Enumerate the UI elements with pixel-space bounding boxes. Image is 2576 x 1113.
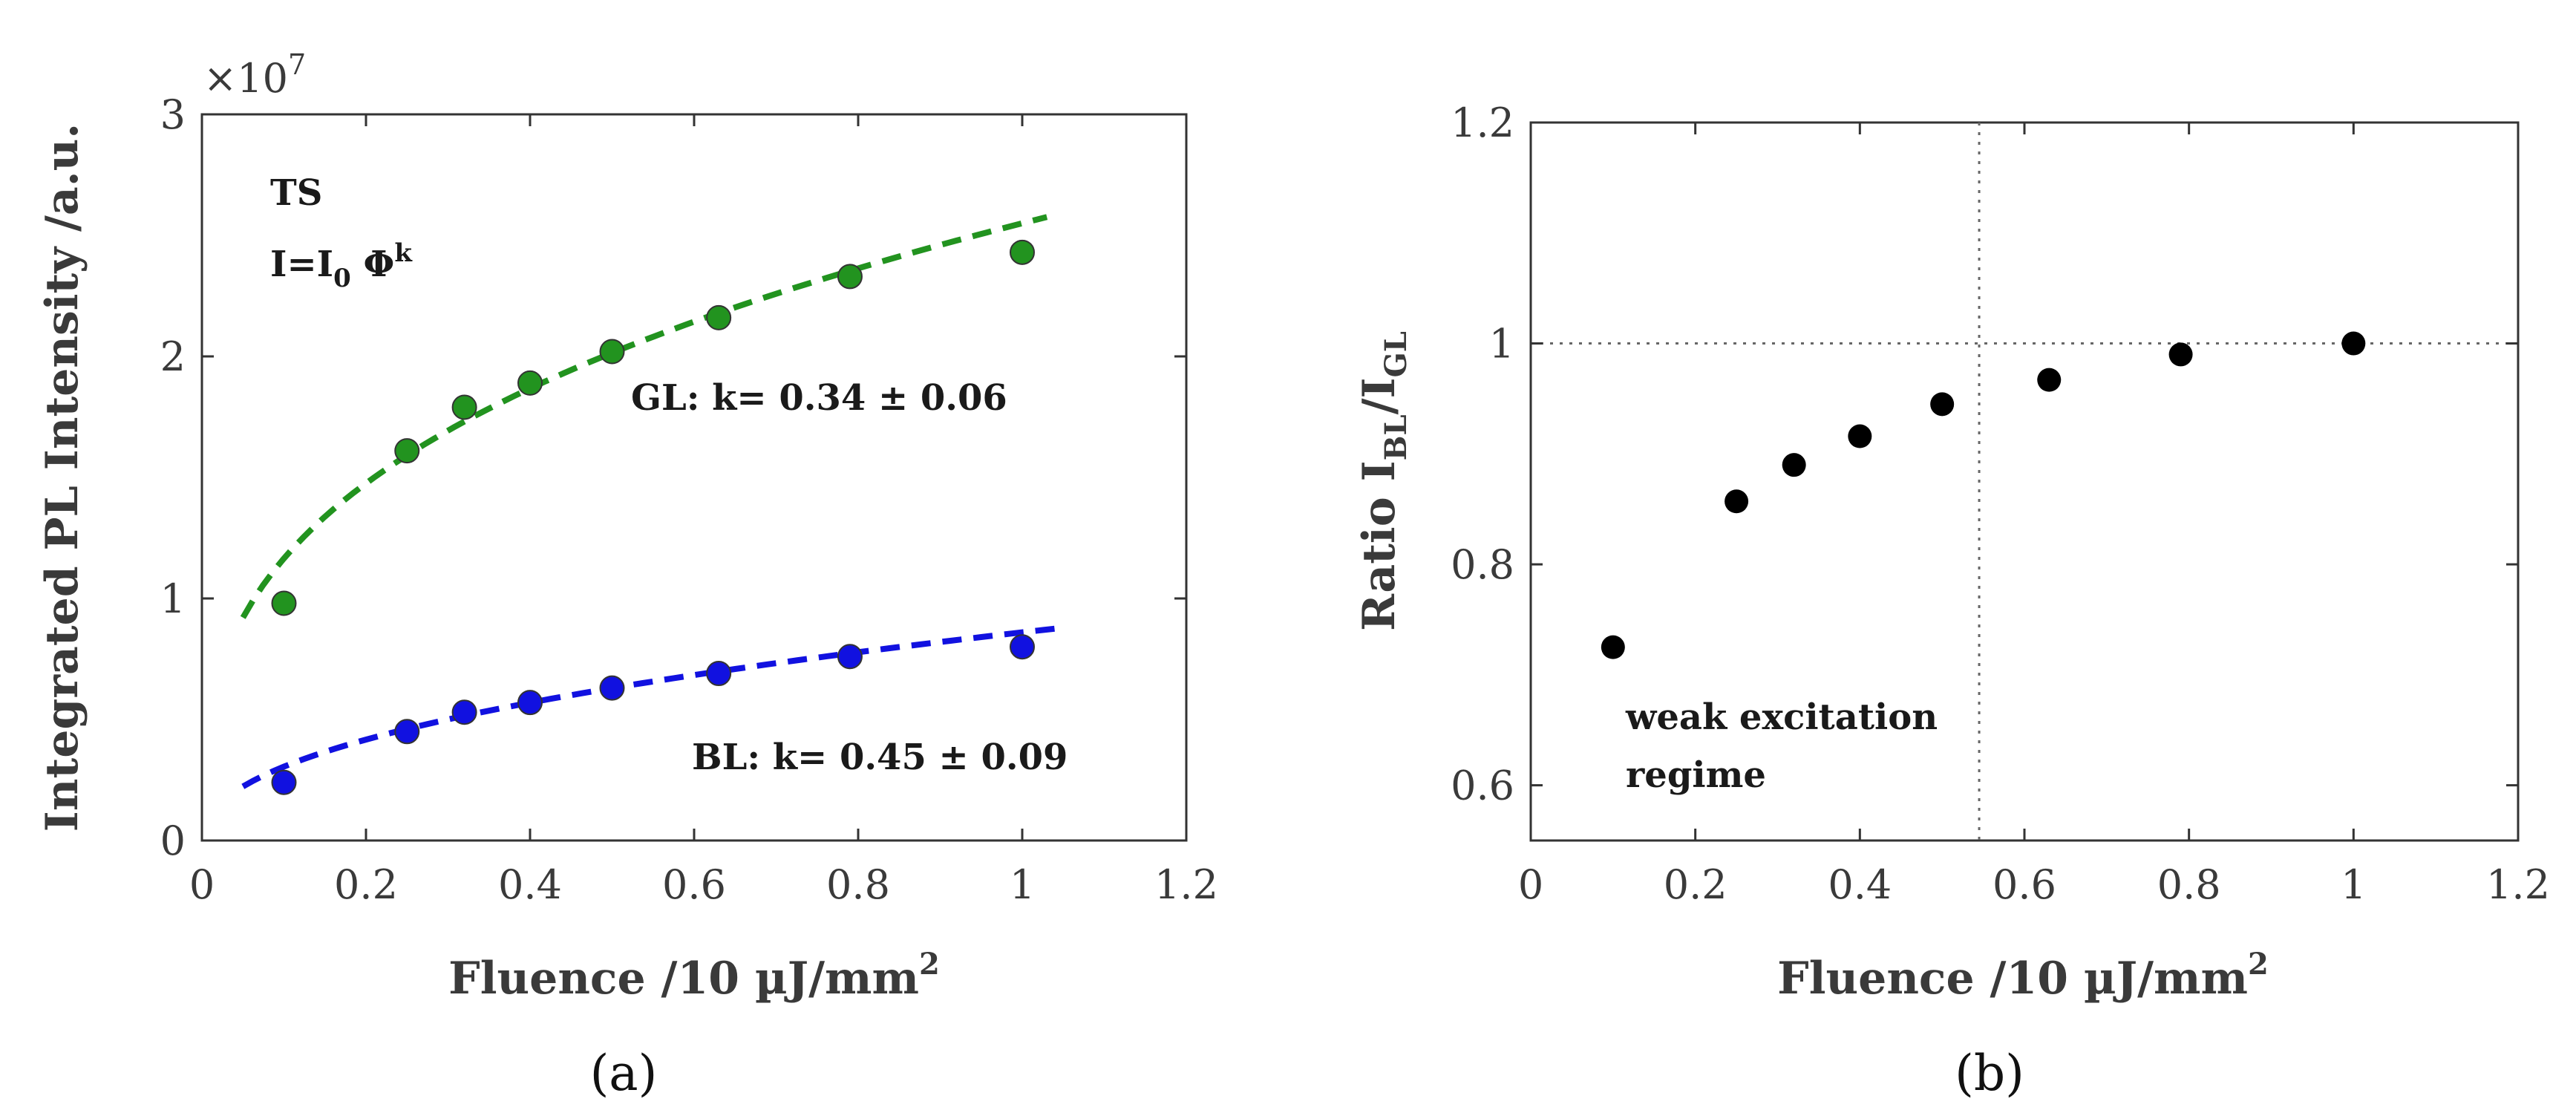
data-point-bl xyxy=(706,661,732,687)
data-point-gl xyxy=(271,590,297,616)
data-point-bl xyxy=(599,675,625,701)
data-point-bl xyxy=(394,719,420,745)
data-point-ratio xyxy=(2341,331,2366,356)
data-point-bl xyxy=(837,644,863,670)
a-y-tick-label: 0 xyxy=(160,817,186,864)
a-x-tick-label: 1 xyxy=(1010,861,1035,908)
data-point-ratio xyxy=(1848,424,1872,448)
b-x-tick-label: 1.2 xyxy=(2486,861,2550,908)
b-y-tick-label: 1 xyxy=(1489,321,1514,368)
data-point-bl xyxy=(451,699,477,725)
fit-curves-a xyxy=(240,214,1064,789)
data-point-ratio xyxy=(2037,368,2062,392)
data-point-gl xyxy=(451,394,477,420)
a-x-tick-label: 0.2 xyxy=(334,861,398,908)
y-scale-label-a: ×107 xyxy=(203,48,306,102)
ticks-b: 0 0.2 0.4 0.6 0.8 1 1.2 0.6 0.8 1 1.2 xyxy=(1451,99,2550,908)
panel-b: 0 0.2 0.4 0.6 0.8 1 1.2 0.6 0.8 1 1.2 weak excitat… xyxy=(1353,99,2550,1102)
b-y-tick-label: 1.2 xyxy=(1451,99,1514,146)
data-point-gl xyxy=(837,264,863,290)
data-point-gl xyxy=(394,438,420,464)
fit-curve-bl xyxy=(241,624,1064,789)
regime-label-line1: weak excitation xyxy=(1625,696,1938,738)
y-axis-label-b: Ratio IBL/IGL xyxy=(1353,331,1413,631)
data-point-ratio xyxy=(1601,635,1625,659)
b-x-tick-label: 0.8 xyxy=(2157,861,2221,908)
data-point-ratio xyxy=(2168,342,2193,367)
b-x-tick-label: 0 xyxy=(1518,861,1543,908)
b-x-tick-label: 1 xyxy=(2341,861,2366,908)
gl-fit-label: GL: k= 0.34 ± 0.06 xyxy=(631,377,1007,419)
x-axis-label-b: Fluence /10 µJ/mm2 xyxy=(1777,947,2269,1005)
a-x-tick-label: 0.6 xyxy=(662,861,726,908)
fit-curve-gl xyxy=(240,214,1048,619)
data-point-ratio xyxy=(1930,392,1955,417)
panel-label-b: (b) xyxy=(1955,1045,2024,1102)
data-point-bl xyxy=(271,769,297,795)
data-point-gl xyxy=(599,339,625,365)
b-x-tick-label: 0.2 xyxy=(1664,861,1727,908)
bl-fit-label: BL: k= 0.45 ± 0.09 xyxy=(692,737,1068,778)
formula-label: I=I0 Φk xyxy=(270,238,413,293)
data-point-bl xyxy=(1010,634,1035,660)
a-x-tick-label: 1.2 xyxy=(1154,861,1218,908)
panel-label-a: (a) xyxy=(590,1045,658,1102)
ticks-a: 0 0.2 0.4 0.6 0.8 1 1.2 0 1 2 3 xyxy=(160,91,1218,908)
a-x-tick-label: 0.8 xyxy=(826,861,890,908)
data-point-gl xyxy=(1010,239,1035,265)
a-y-tick-label: 2 xyxy=(160,333,186,380)
panel-a: 0 0.2 0.4 0.6 0.8 1 1.2 0 1 2 3 ×107 TS I=I0 Φk GL… xyxy=(36,48,1218,1102)
b-x-tick-label: 0.6 xyxy=(1993,861,2056,908)
y-axis-label-a: Integrated PL Intensity /a.u. xyxy=(36,123,88,832)
plot-frame-a xyxy=(200,113,1188,842)
data-point-gl xyxy=(706,304,732,330)
b-y-tick-label: 0.8 xyxy=(1451,541,1514,588)
b-x-tick-label: 0.4 xyxy=(1828,861,1892,908)
data-points-b xyxy=(1601,331,2366,659)
a-y-tick-label: 1 xyxy=(160,575,186,622)
a-y-tick-label: 3 xyxy=(160,91,186,138)
data-point-ratio xyxy=(1782,453,1806,477)
data-point-ratio xyxy=(1725,489,1749,514)
data-point-bl xyxy=(517,690,543,716)
data-point-gl xyxy=(517,370,543,396)
data-points-a xyxy=(271,239,1035,795)
regime-label-line2: regime xyxy=(1626,754,1766,796)
b-y-tick-label: 0.6 xyxy=(1451,763,1514,809)
a-x-tick-label: 0 xyxy=(189,861,215,908)
sample-label: TS xyxy=(270,172,322,214)
a-x-tick-label: 0.4 xyxy=(498,861,562,908)
x-axis-label-a: Fluence /10 µJ/mm2 xyxy=(448,947,940,1005)
